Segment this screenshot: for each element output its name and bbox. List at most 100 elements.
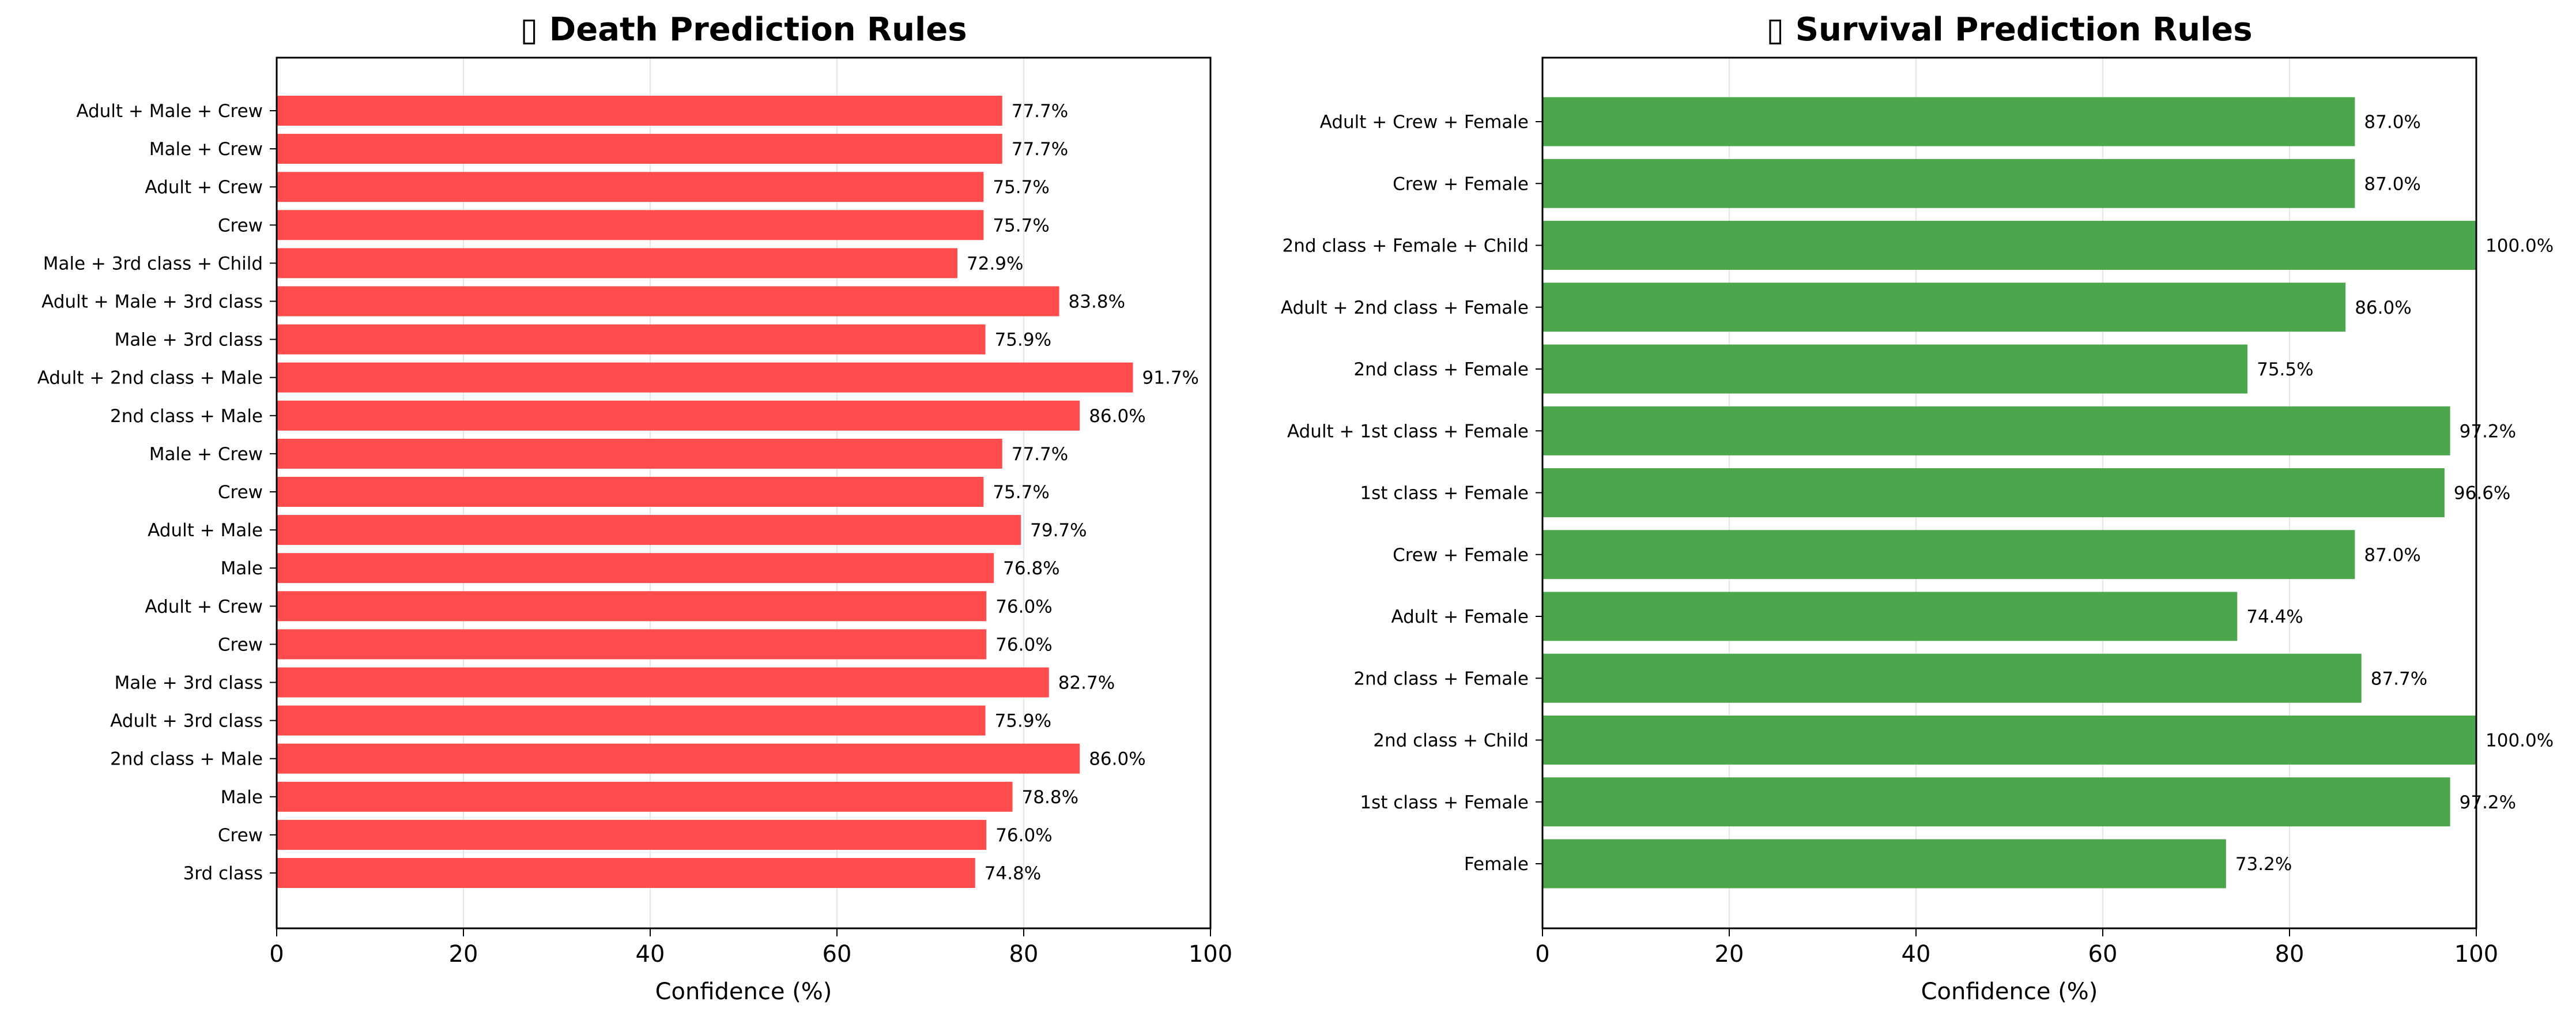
value-label: 77.7% bbox=[1012, 139, 1068, 160]
category-label: Adult + Crew bbox=[145, 596, 263, 617]
bar bbox=[277, 210, 984, 240]
x-axis: 0 20 40 60 80 100 bbox=[269, 928, 1232, 968]
bar bbox=[277, 400, 1080, 431]
value-label: 72.9% bbox=[967, 253, 1023, 274]
x-tick-label: 80 bbox=[2275, 941, 2305, 968]
bar bbox=[1542, 653, 2362, 703]
bar bbox=[1542, 530, 2355, 579]
category-label: Crew bbox=[218, 482, 263, 503]
category-label: Adult + 2nd class + Male bbox=[37, 368, 263, 389]
x-tick-label: 20 bbox=[449, 941, 478, 968]
value-label: 76.0% bbox=[995, 634, 1052, 655]
bar bbox=[277, 324, 986, 355]
x-tick-label: 0 bbox=[1535, 941, 1549, 968]
category-label: Male + Crew bbox=[149, 139, 263, 160]
category-label: 2nd class + Male bbox=[110, 749, 263, 770]
bar bbox=[1542, 283, 2346, 332]
x-axis-label: Confidence (%) bbox=[1921, 978, 2098, 1005]
bar bbox=[1542, 344, 2248, 394]
bar bbox=[1542, 406, 2450, 456]
value-label: 76.8% bbox=[1003, 558, 1059, 579]
category-label: Adult + Crew bbox=[145, 177, 263, 198]
category-label: Adult + Female bbox=[1391, 607, 1529, 627]
bar bbox=[277, 705, 986, 736]
x-tick-label: 60 bbox=[823, 941, 852, 968]
x-tick-label: 40 bbox=[1902, 941, 1931, 968]
category-label: Male + Crew bbox=[149, 444, 263, 465]
value-label: 74.4% bbox=[2246, 607, 2303, 627]
plot-frame bbox=[276, 57, 1212, 929]
value-label: 75.9% bbox=[995, 711, 1051, 732]
bar bbox=[1542, 159, 2355, 208]
bar bbox=[277, 286, 1059, 317]
category-label: Adult + Crew + Female bbox=[1320, 112, 1529, 133]
category-label: Crew bbox=[218, 825, 263, 846]
bar bbox=[1542, 221, 2476, 270]
category-label: 2nd class + Female bbox=[1353, 668, 1529, 689]
plot-frame bbox=[1541, 57, 2477, 929]
value-label: 79.7% bbox=[1030, 520, 1087, 541]
value-label: 77.7% bbox=[1012, 444, 1068, 465]
x-tick-label: 100 bbox=[1189, 941, 1232, 968]
category-label: 2nd class + Child bbox=[1373, 731, 1529, 751]
chart-title: ▯ Survival Prediction Rules bbox=[1766, 11, 2252, 48]
value-label: 75.5% bbox=[2257, 359, 2313, 380]
value-label: 75.9% bbox=[995, 330, 1051, 351]
value-label: 76.0% bbox=[995, 825, 1052, 846]
bar bbox=[1542, 468, 2445, 517]
value-label: 75.7% bbox=[993, 482, 1049, 503]
category-label: Adult + Male bbox=[148, 520, 263, 541]
value-label: 86.0% bbox=[2355, 298, 2411, 318]
category-label: 3rd class bbox=[183, 863, 263, 884]
title-icon: ▯ bbox=[520, 11, 549, 48]
bar bbox=[1542, 839, 2226, 889]
bar bbox=[1542, 716, 2476, 765]
value-label: 77.7% bbox=[1012, 101, 1068, 122]
value-label: 74.8% bbox=[985, 863, 1041, 884]
value-label: 86.0% bbox=[1089, 749, 1145, 770]
category-label: Adult + 2nd class + Female bbox=[1281, 298, 1529, 318]
x-tick-label: 40 bbox=[636, 941, 665, 968]
title-text: Survival Prediction Rules bbox=[1796, 11, 2253, 48]
bar bbox=[277, 591, 987, 622]
bar bbox=[277, 134, 1002, 164]
category-label: Adult + 3rd class bbox=[110, 711, 263, 732]
bar bbox=[1542, 97, 2355, 146]
value-label: 96.6% bbox=[2454, 483, 2510, 504]
value-label: 97.2% bbox=[2460, 792, 2516, 813]
category-label: Male + 3rd class bbox=[114, 673, 263, 694]
bar bbox=[1542, 592, 2238, 641]
category-label: Crew + Female bbox=[1393, 174, 1529, 194]
bar bbox=[277, 515, 1021, 545]
charts: 77.7% Adult + Male + Crew 77.7% Male + Crew… bbox=[37, 11, 2554, 1005]
x-axis-label: Confidence (%) bbox=[655, 978, 832, 1005]
bar bbox=[277, 477, 984, 507]
bar bbox=[277, 248, 957, 278]
value-label: 87.0% bbox=[2364, 112, 2420, 133]
bar bbox=[277, 362, 1133, 393]
value-label: 87.7% bbox=[2371, 668, 2427, 689]
x-tick-label: 20 bbox=[1715, 941, 1744, 968]
value-label: 83.8% bbox=[1069, 292, 1125, 313]
value-label: 82.7% bbox=[1058, 673, 1115, 694]
bar bbox=[277, 172, 984, 202]
value-label: 91.7% bbox=[1142, 368, 1199, 389]
x-tick-label: 60 bbox=[2088, 941, 2118, 968]
value-label: 100.0% bbox=[2486, 731, 2554, 751]
chart-title: ▯ Death Prediction Rules bbox=[520, 11, 967, 48]
category-label: Adult + Male + 3rd class bbox=[42, 292, 263, 313]
bar bbox=[277, 858, 975, 888]
category-label: 1st class + Female bbox=[1360, 792, 1529, 813]
bar bbox=[277, 819, 987, 850]
x-tick-label: 80 bbox=[1009, 941, 1039, 968]
bar bbox=[277, 743, 1080, 774]
bars: 77.7% Adult + Male + Crew 77.7% Male + Crew… bbox=[37, 96, 1199, 888]
title-icon: ▯ bbox=[1766, 11, 1795, 48]
category-label: Adult + Male + Crew bbox=[76, 101, 263, 122]
x-tick-label: 100 bbox=[2454, 941, 2498, 968]
category-label: Adult + 1st class + Female bbox=[1287, 421, 1529, 442]
value-label: 78.8% bbox=[1022, 787, 1078, 808]
bar bbox=[277, 781, 1013, 812]
bar bbox=[277, 629, 987, 660]
